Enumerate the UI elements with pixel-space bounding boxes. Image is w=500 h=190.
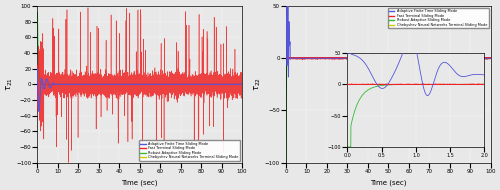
Legend: Adaptive Finite Time Sliding Mode, Fast Terminal Sliding Mode, Robust Adaptive S: Adaptive Finite Time Sliding Mode, Fast … (388, 8, 489, 28)
Y-axis label: $\tau_{22}$: $\tau_{22}$ (253, 77, 264, 91)
Y-axis label: $\tau_{21}$: $\tau_{21}$ (4, 77, 14, 91)
Legend: Adaptive Finite Time Sliding Mode, Fast Terminal Sliding Mode, Robust Adaptive S: Adaptive Finite Time Sliding Mode, Fast … (139, 140, 240, 161)
X-axis label: Time (sec): Time (sec) (370, 179, 406, 186)
X-axis label: Time (sec): Time (sec) (122, 179, 158, 186)
